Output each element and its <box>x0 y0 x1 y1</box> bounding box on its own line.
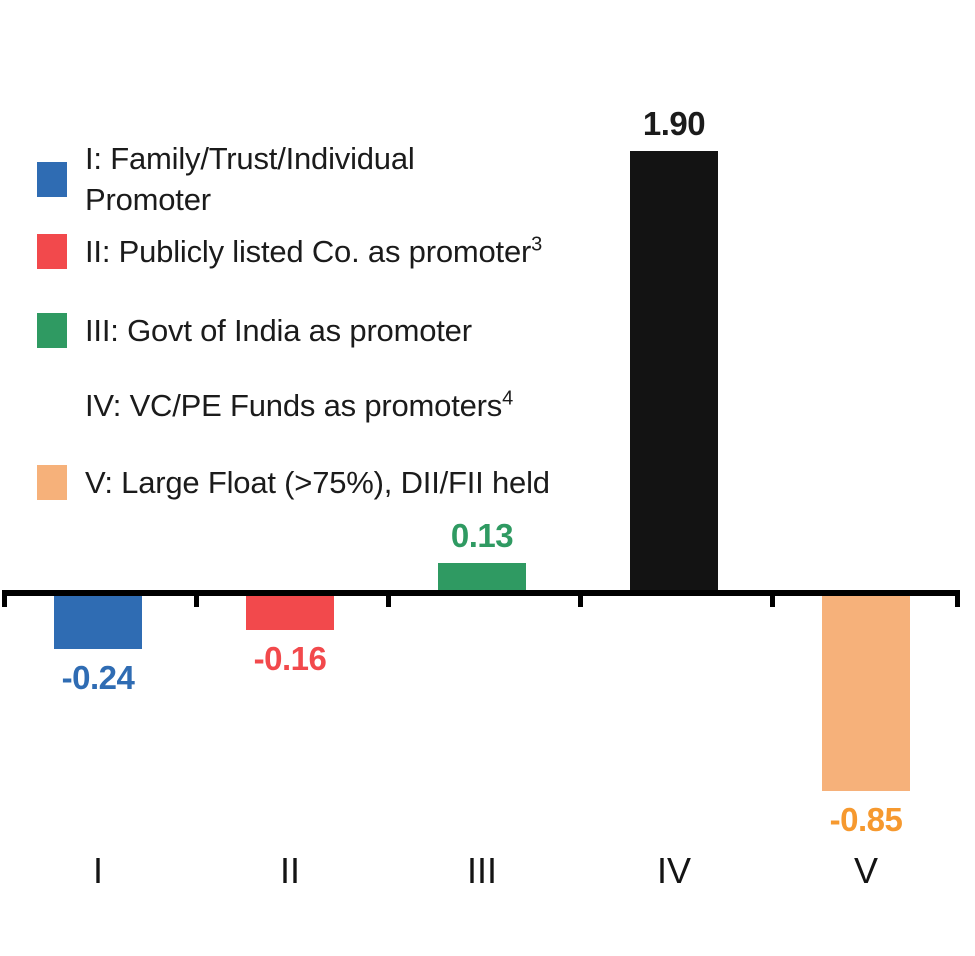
category-label-V: V <box>853 850 878 891</box>
legend-label-large-float: V: Large Float (>75%), DII/FII held <box>85 462 550 503</box>
legend-swatch-blue <box>37 161 67 197</box>
value-label-IV: 1.90 <box>642 105 706 143</box>
category-label-I: I <box>92 850 103 891</box>
legend-row-family-promoter: I: Family/Trust/Individual Promoter <box>37 137 415 221</box>
legend-label-govt-of-india: III: Govt of India as promoter <box>85 310 472 351</box>
legend-label-superscript: 4 <box>502 387 514 410</box>
legend-row-vcpe-funds: IV: VC/PE Funds as promoters4 <box>37 384 513 426</box>
bar-I <box>54 596 142 649</box>
legend-label-publicly-listed: II: Publicly listed Co. as promoter3 <box>85 231 542 272</box>
legend-label-superscript: 3 <box>531 233 543 256</box>
legend-label-text: II: Publicly listed Co. as promoter <box>85 233 532 269</box>
x-axis-line <box>2 590 960 596</box>
legend-row-publicly-listed: II: Publicly listed Co. as promoter3 <box>37 230 542 272</box>
value-label-III: 0.13 <box>450 516 514 554</box>
value-label-II: -0.16 <box>253 640 327 678</box>
x-axis-tick-3 <box>578 596 583 607</box>
legend-swatch-green <box>37 312 67 348</box>
value-label-I: -0.24 <box>61 658 135 696</box>
legend-label-text: IV: VC/PE Funds as promoters <box>85 387 503 423</box>
bar-II <box>246 596 334 631</box>
value-label-V: -0.85 <box>829 800 903 838</box>
legend-label-text: I: Family/Trust/Individual Promoter <box>85 141 415 217</box>
legend-label-text: III: Govt of India as promoter <box>85 312 472 348</box>
legend-swatch-orange <box>37 464 67 500</box>
x-axis-tick-2 <box>386 596 391 607</box>
category-label-III: III <box>466 850 497 891</box>
x-axis-tick-5 <box>955 596 960 607</box>
category-label-II: II <box>279 850 300 891</box>
x-axis-tick-4 <box>770 596 775 607</box>
x-axis-tick-1 <box>194 596 199 607</box>
legend-swatch-red <box>37 233 67 269</box>
legend-row-large-float: V: Large Float (>75%), DII/FII held <box>37 461 550 503</box>
x-axis-tick-0 <box>2 596 7 607</box>
legend-label-text: V: Large Float (>75%), DII/FII held <box>85 464 550 500</box>
category-label-IV: IV <box>656 850 691 891</box>
bar-III <box>438 562 526 590</box>
legend-label-vcpe-funds: IV: VC/PE Funds as promoters4 <box>85 385 513 426</box>
bar-IV <box>630 151 718 590</box>
bar-V <box>822 596 910 791</box>
legend-row-govt-of-india: III: Govt of India as promoter <box>37 309 472 351</box>
legend-label-family-promoter: I: Family/Trust/Individual Promoter <box>85 138 415 220</box>
